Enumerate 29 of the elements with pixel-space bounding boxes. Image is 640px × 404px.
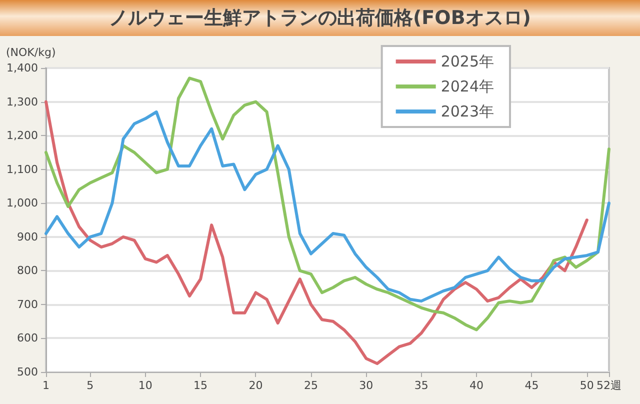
x-tick-label: 5 — [86, 379, 94, 392]
y-tick-label: 600 — [17, 332, 38, 345]
y-tick-label: 900 — [17, 230, 38, 244]
y-tick-label: 1,200 — [6, 129, 38, 142]
x-tick-label: 52週 — [596, 379, 622, 392]
x-tick-label: 50 — [580, 379, 594, 392]
x-tick-label: 15 — [194, 379, 208, 392]
x-tick-label: 45 — [524, 379, 539, 392]
x-tick-label: 30 — [359, 379, 374, 392]
line-series — [44, 100, 588, 366]
y-tick-label: 500 — [17, 366, 38, 378]
x-tick-label: 20 — [248, 379, 263, 392]
x-tick-label: 25 — [304, 379, 318, 392]
legend-label: 2024年 — [440, 78, 494, 96]
y-tick-label: 1,000 — [6, 196, 38, 210]
x-tick-label: 40 — [470, 379, 484, 392]
y-tick-label: 700 — [17, 298, 38, 311]
y-tick-label: 1,300 — [6, 95, 38, 108]
y-tick-label: 1,400 — [6, 62, 38, 74]
x-tick-label: 1 — [42, 379, 50, 392]
chart-title: ノルウェー生鮮アトランの出荷価格(FOBオスロ) — [0, 0, 640, 36]
legend-label: 2025年 — [440, 52, 494, 70]
y-tick-label: 800 — [17, 264, 38, 278]
x-tick-label: 35 — [414, 379, 428, 392]
legend-label: 2023年 — [440, 102, 494, 120]
line-series — [44, 76, 610, 332]
y-tick-label: 1,100 — [6, 162, 38, 176]
x-tick-label: 10 — [138, 379, 152, 392]
y-axis-title: (NOK/kg) — [6, 46, 56, 59]
